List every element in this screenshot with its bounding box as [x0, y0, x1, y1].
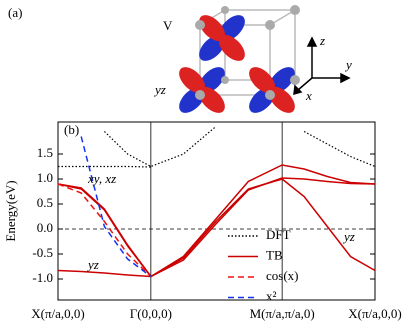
annotation: yz — [342, 229, 355, 244]
axis-x: x — [305, 88, 312, 103]
series-line — [57, 177, 376, 278]
axes-triad — [293, 36, 351, 96]
y-tick-label: 1.0 — [37, 170, 53, 185]
orbital-label: yz — [153, 82, 166, 97]
panel-label: (b) — [64, 122, 79, 137]
y-tick-label: 0.5 — [37, 195, 53, 210]
legend-label: DFT — [266, 227, 291, 242]
annotation: xy, xz — [87, 171, 116, 186]
series-line — [80, 136, 152, 278]
axis-z: z — [319, 33, 325, 48]
orbitals — [179, 15, 295, 113]
panel-label: (a) — [8, 5, 22, 20]
series-line — [58, 165, 151, 168]
panel-a: (a) — [8, 5, 352, 113]
atom-label: V — [163, 18, 173, 33]
y-tick-label: -1.0 — [32, 270, 53, 285]
x-tick-label: M(π/a,π/a,0) — [250, 306, 315, 321]
y-tick-label: 1.5 — [37, 145, 53, 160]
atoms — [195, 5, 300, 100]
axis-y: y — [344, 57, 352, 72]
annotation: yz — [86, 257, 99, 272]
y-tick-label: -0.5 — [32, 245, 53, 260]
y-tick-label: 0.0 — [37, 220, 53, 235]
series-line — [57, 183, 152, 278]
series-line — [57, 178, 376, 278]
x-tick-label: Γ(0,0,0) — [130, 306, 172, 321]
legend-label: x² — [266, 288, 277, 303]
legend-label: TB — [266, 247, 283, 262]
series-line — [103, 126, 376, 168]
x-tick-label: X(π/a,0,0) — [31, 306, 85, 321]
legend-label: cos(x) — [266, 268, 299, 283]
y-axis-label: Energy(eV) — [3, 180, 18, 241]
x-tick-label: X(π/a,0,0) — [348, 306, 402, 321]
